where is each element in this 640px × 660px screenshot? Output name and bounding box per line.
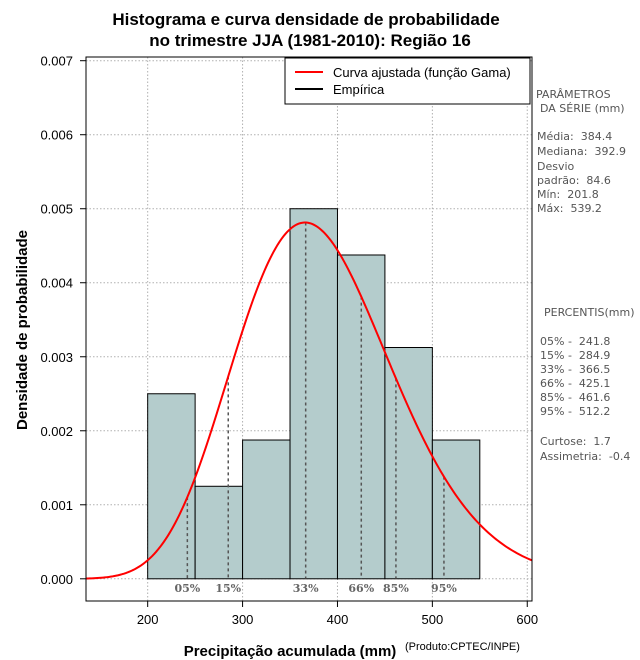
y-tick-label: 0.007 bbox=[40, 54, 73, 69]
legend-box bbox=[284, 57, 531, 105]
percentile-label: 85% bbox=[383, 582, 409, 595]
percentile-66: 66% - 425.1 bbox=[540, 377, 611, 390]
histogram-bar bbox=[289, 208, 338, 580]
legend-label-empirical: Empírica bbox=[333, 82, 385, 97]
histogram-bar bbox=[384, 347, 433, 580]
x-axis: 200 300 400 500 600 bbox=[137, 601, 538, 627]
x-axis-label: Precipitação acumulada (mm) bbox=[184, 643, 397, 660]
histogram-bar bbox=[147, 393, 196, 580]
percentile-label: 33% bbox=[293, 582, 319, 595]
gamma-curve bbox=[85, 221, 533, 580]
percentile-lines bbox=[186, 222, 445, 579]
percentile-label: 05% bbox=[174, 582, 200, 595]
x-tick-label: 600 bbox=[516, 612, 538, 627]
percentile-label: 66% bbox=[348, 582, 374, 595]
stat-desvio: Desvio bbox=[537, 160, 575, 173]
y-tick-label: 0.006 bbox=[40, 128, 73, 143]
histogram-bar bbox=[242, 439, 291, 580]
percentile-label: 15% bbox=[215, 582, 241, 595]
percentile-label: 95% bbox=[431, 582, 457, 595]
percentile-labels: 05% 15% 33% 66% 85% 95% bbox=[174, 582, 457, 595]
stat-mediana: Mediana: 392.9 bbox=[537, 145, 626, 158]
stat-assimetria: Assimetria: -0.4 bbox=[540, 450, 631, 463]
y-tick-label: 0.000 bbox=[40, 572, 73, 587]
chart-title-line-2: no trimestre JJA (1981-2010): Região 16 bbox=[149, 31, 471, 50]
y-tick-label: 0.004 bbox=[40, 276, 73, 291]
y-tick-label: 0.001 bbox=[40, 498, 73, 513]
percentis-title: PERCENTIS(mm) bbox=[544, 306, 635, 319]
percentile-85: 85% - 461.6 bbox=[540, 391, 611, 404]
stat-max: Máx: 539.2 bbox=[537, 202, 602, 215]
histogram-bar bbox=[431, 439, 481, 580]
y-tick-label: 0.003 bbox=[40, 350, 73, 365]
histogram-bars bbox=[147, 208, 481, 580]
stat-padrao: padrão: 84.6 bbox=[537, 174, 611, 187]
credit-note: (Produto:CPTEC/INPE) bbox=[405, 641, 520, 653]
y-tick-label: 0.002 bbox=[40, 424, 73, 439]
y-axis: 0.000 0.001 0.002 0.003 0.004 0.005 0.006 0.007 bbox=[40, 54, 86, 587]
y-tick-label: 0.005 bbox=[40, 202, 73, 217]
legend-label-fit: Curva ajustada (função Gama) bbox=[333, 65, 511, 80]
stat-media: Média: 384.4 bbox=[537, 130, 613, 143]
x-tick-label: 500 bbox=[422, 612, 444, 627]
x-tick-label: 300 bbox=[232, 612, 254, 627]
params-title-2: DA SÉRIE (mm) bbox=[540, 102, 625, 115]
params-title-1: PARÂMETROS bbox=[536, 88, 611, 101]
percentile-95: 95% - 512.2 bbox=[540, 405, 611, 418]
histogram-bar bbox=[194, 485, 244, 580]
x-tick-label: 200 bbox=[137, 612, 159, 627]
percentile-15: 15% - 284.9 bbox=[540, 349, 611, 362]
x-tick-label: 400 bbox=[327, 612, 349, 627]
percentile-33: 33% - 366.5 bbox=[540, 363, 611, 376]
legend: Curva ajustada (função Gama) Empírica bbox=[284, 57, 531, 105]
plot-frame bbox=[85, 56, 533, 602]
stat-min: Mín: 201.8 bbox=[537, 188, 599, 201]
y-axis-label: Densidade de probabilidade bbox=[14, 230, 31, 430]
chart-title-line-1: Histograma e curva densidade de probabil… bbox=[112, 10, 499, 29]
percentile-05: 05% - 241.8 bbox=[540, 335, 611, 348]
stat-curtose: Curtose: 1.7 bbox=[540, 435, 611, 448]
